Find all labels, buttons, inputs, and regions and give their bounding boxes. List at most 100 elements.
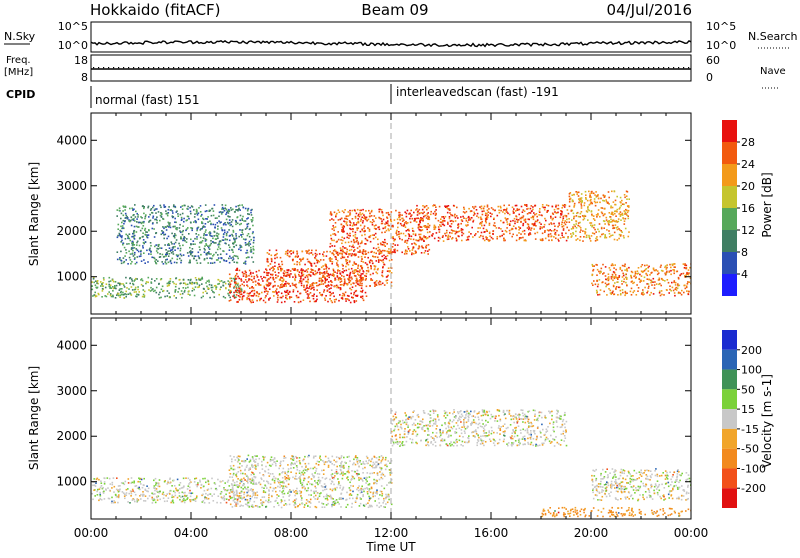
echo-cell bbox=[451, 232, 453, 234]
echo-cell bbox=[414, 218, 416, 220]
echo-cell bbox=[544, 218, 546, 220]
echo-cell bbox=[170, 250, 172, 252]
echo-cell bbox=[169, 490, 171, 492]
echo-cell bbox=[602, 213, 604, 215]
echo-cell bbox=[335, 256, 337, 258]
echo-cell bbox=[379, 249, 381, 251]
echo-cell bbox=[198, 219, 200, 221]
echo-cell bbox=[276, 293, 278, 295]
echo-cell bbox=[187, 488, 189, 490]
echo-cell bbox=[307, 268, 309, 270]
echo-cell bbox=[484, 225, 486, 227]
echo-cell bbox=[378, 284, 380, 286]
echo-cell bbox=[521, 217, 523, 219]
echo-cell bbox=[344, 294, 346, 296]
echo-cell bbox=[482, 214, 484, 216]
echo-cell bbox=[383, 255, 385, 257]
echo-cell bbox=[223, 495, 225, 497]
echo-cell bbox=[335, 222, 337, 224]
echo-cell bbox=[253, 240, 255, 242]
echo-cell bbox=[192, 255, 194, 257]
echo-cell bbox=[283, 280, 285, 282]
echo-cell bbox=[466, 211, 468, 213]
echo-cell bbox=[179, 224, 181, 226]
echo-cell bbox=[101, 296, 103, 298]
echo-cell bbox=[210, 223, 212, 225]
echo-cell bbox=[229, 286, 231, 288]
echo-cell bbox=[397, 250, 399, 252]
echo-cell bbox=[620, 197, 622, 199]
echo-cell bbox=[190, 213, 192, 215]
echo-cell bbox=[340, 258, 342, 260]
echo-cell bbox=[449, 218, 451, 220]
echo-cell bbox=[156, 482, 158, 484]
echo-cell bbox=[222, 204, 224, 206]
echo-cell bbox=[203, 486, 205, 488]
echo-cell bbox=[368, 270, 370, 272]
echo-cell bbox=[198, 207, 200, 209]
echo-cell bbox=[246, 274, 248, 276]
echo-cell bbox=[574, 226, 576, 228]
echo-cell bbox=[618, 221, 620, 223]
nave-dot bbox=[443, 67, 444, 68]
echo-cell bbox=[406, 216, 408, 218]
echo-cell bbox=[416, 208, 418, 210]
echo-cell bbox=[349, 281, 351, 283]
echo-cell bbox=[139, 222, 141, 224]
echo-cell bbox=[143, 225, 145, 227]
echo-cell bbox=[136, 213, 138, 215]
echo-cell bbox=[348, 237, 350, 239]
echo-cell bbox=[319, 273, 321, 275]
echo-cell bbox=[528, 226, 530, 228]
echo-cell bbox=[360, 275, 362, 277]
echo-cell bbox=[375, 233, 377, 235]
echo-cell bbox=[299, 275, 301, 277]
echo-cell bbox=[463, 207, 465, 209]
echo-cell bbox=[365, 253, 367, 255]
echo-cell bbox=[407, 246, 409, 248]
echo-cell bbox=[127, 263, 129, 265]
noise-panel-frame bbox=[91, 22, 691, 52]
echo-cell bbox=[399, 215, 401, 217]
echo-cell bbox=[232, 260, 234, 262]
echo-cell bbox=[399, 238, 401, 240]
echo-cell bbox=[215, 252, 217, 254]
echo-cell bbox=[544, 224, 546, 226]
echo-cell bbox=[382, 244, 384, 246]
echo-cell bbox=[414, 220, 416, 222]
echo-cell bbox=[137, 481, 139, 483]
echo-cell bbox=[168, 243, 170, 245]
echo-cell bbox=[456, 232, 458, 234]
echo-cell bbox=[185, 495, 187, 497]
echo-cell bbox=[174, 233, 176, 235]
echo-cell bbox=[325, 279, 327, 281]
echo-cell bbox=[412, 228, 414, 230]
echo-cell bbox=[104, 478, 106, 480]
echo-cell bbox=[594, 229, 596, 231]
echo-cell bbox=[213, 215, 215, 217]
echo-cell bbox=[110, 287, 112, 289]
echo-cell bbox=[461, 240, 463, 242]
echo-cell bbox=[129, 238, 131, 240]
echo-cell bbox=[550, 233, 552, 235]
echo-cell bbox=[159, 486, 161, 488]
echo-cell bbox=[492, 209, 494, 211]
echo-cell bbox=[130, 240, 132, 242]
echo-cell bbox=[461, 230, 463, 232]
echo-cell bbox=[191, 252, 193, 254]
echo-cell bbox=[330, 287, 332, 289]
echo-cell bbox=[542, 227, 544, 229]
echo-cell bbox=[215, 288, 217, 290]
echo-cell bbox=[354, 300, 356, 302]
echo-cell bbox=[674, 292, 676, 294]
echo-cell bbox=[604, 221, 606, 223]
echo-cell bbox=[525, 220, 527, 222]
echo-cell bbox=[200, 237, 202, 239]
echo-cell bbox=[381, 232, 383, 234]
echo-cell bbox=[233, 278, 235, 280]
echo-cell bbox=[153, 291, 155, 293]
echo-cell bbox=[468, 236, 470, 238]
echo-cell bbox=[293, 291, 295, 293]
echo-cell bbox=[286, 274, 288, 276]
echo-cell bbox=[383, 262, 385, 264]
